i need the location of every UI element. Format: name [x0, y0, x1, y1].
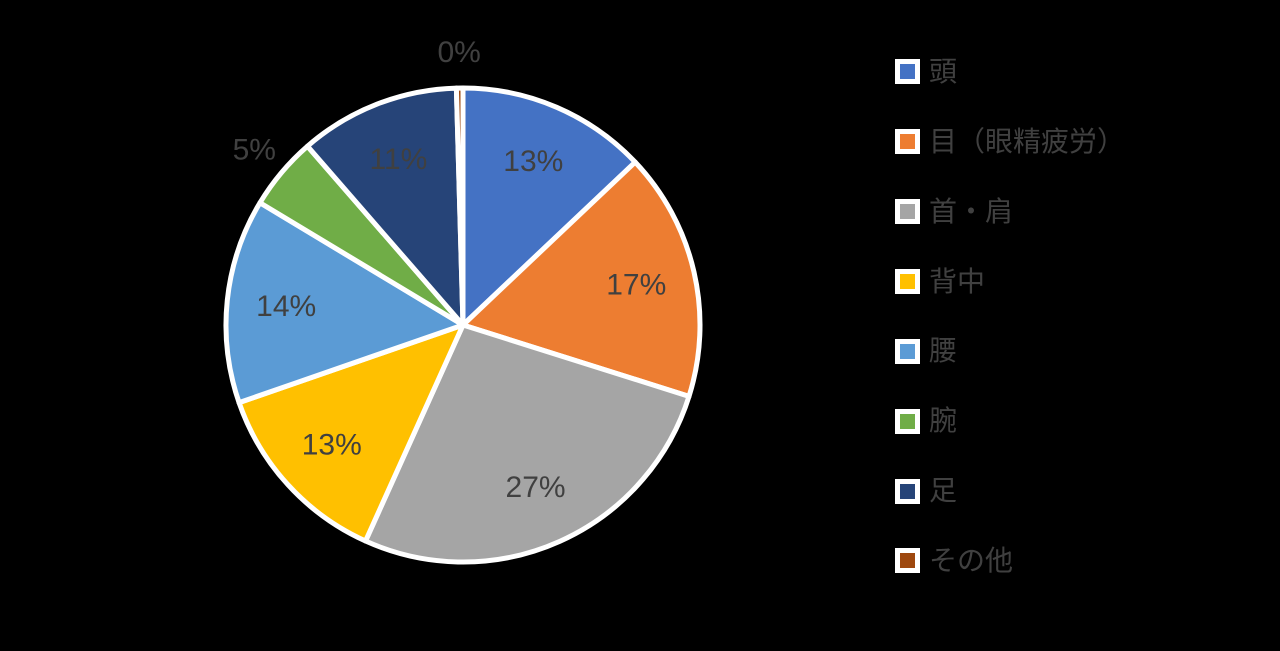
legend-label: その他: [929, 544, 1014, 576]
pie-data-label-2: 27%: [506, 471, 566, 504]
chart-legend: 頭目（眼精疲労） 首・肩背中腰腕足その他: [895, 37, 1125, 596]
legend-label: 首・肩: [929, 195, 1014, 227]
pie-slice-2: [363, 322, 692, 565]
legend-item-4: 腰: [895, 316, 1125, 386]
legend-item-5: 腕: [895, 386, 1125, 456]
legend-swatch-icon: [895, 199, 920, 225]
pie-slice-3: [236, 322, 466, 544]
legend-swatch-icon: [895, 338, 920, 364]
pie-slice-1: [460, 159, 703, 399]
legend-swatch-icon: [895, 59, 920, 85]
pie-slice-0: [460, 85, 638, 328]
legend-swatch-icon: [895, 129, 920, 155]
legend-item-1: 目（眼精疲労）: [895, 107, 1125, 177]
legend-swatch-icon: [895, 269, 920, 294]
pie-data-label-5: 5%: [233, 133, 276, 166]
legend-label: 頭: [929, 55, 958, 87]
legend-label: 腰: [929, 335, 958, 367]
pie-data-label-0: 13%: [503, 145, 563, 178]
pie-data-label-1: 17%: [606, 269, 666, 302]
legend-swatch-icon: [895, 548, 920, 574]
legend-label: 目（眼精疲労）: [929, 125, 1126, 157]
pie-data-label-7: 0%: [438, 36, 481, 69]
legend-label: 腕: [929, 405, 958, 437]
pie-slice-7: [453, 85, 466, 328]
legend-label: 足: [929, 475, 958, 507]
pie-slice-4: [223, 200, 466, 406]
legend-swatch-icon: [895, 408, 920, 434]
legend-item-0: 頭: [895, 37, 1125, 107]
legend-item-7: その他: [895, 526, 1125, 596]
pie-slice-6: [304, 85, 466, 328]
pie-data-label-6: 11%: [369, 143, 427, 176]
legend-label: 背中: [929, 265, 986, 297]
pie-data-label-4: 14%: [256, 290, 316, 323]
legend-item-3: 背中: [895, 247, 1125, 317]
legend-item-2: 首・肩: [895, 177, 1125, 247]
pie-data-label-3: 13%: [302, 428, 362, 461]
legend-item-6: 足: [895, 456, 1125, 526]
legend-swatch-icon: [895, 478, 920, 504]
